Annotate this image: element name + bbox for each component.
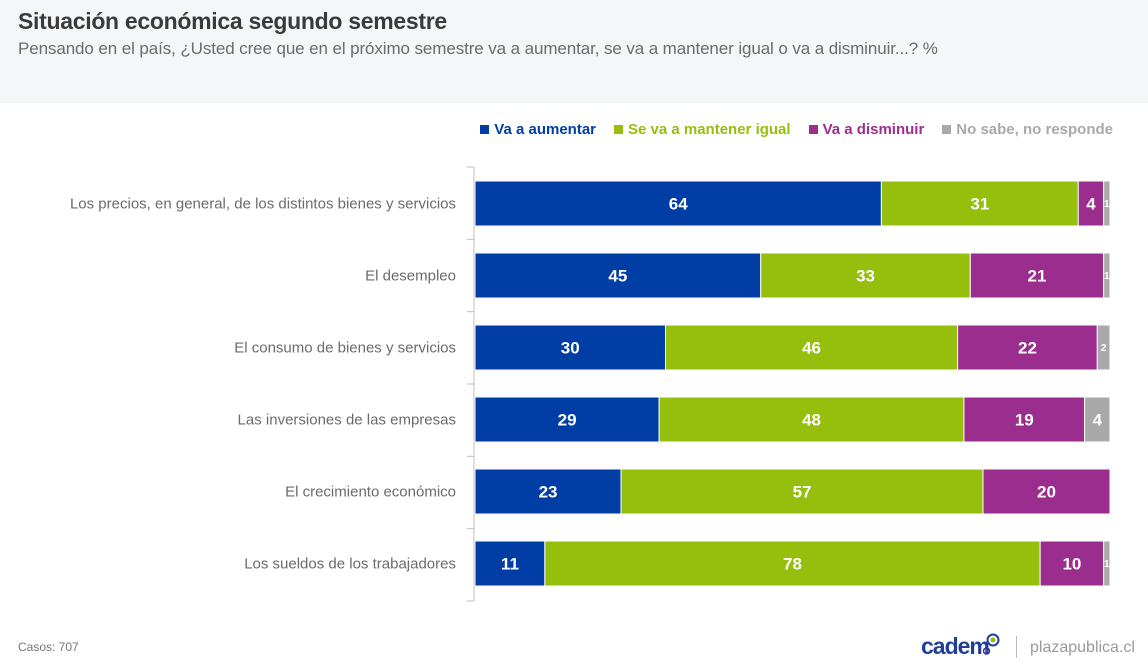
bar-segment: [665, 324, 959, 371]
data-label: 78: [783, 555, 802, 574]
data-label: 4: [1093, 411, 1103, 430]
cases-count: Casos: 707: [18, 640, 79, 654]
data-label: 45: [608, 267, 627, 286]
bar-segment: [982, 468, 1111, 515]
data-label: 64: [669, 195, 688, 214]
data-label: 31: [970, 195, 989, 214]
chart-subtitle: Pensando en el país, ¿Usted cree que en …: [18, 39, 938, 58]
data-label: 22: [1018, 339, 1037, 358]
category-label: Los precios, en general, de los distinto…: [70, 196, 456, 213]
legend-item: Se va a mantener igual: [614, 121, 791, 138]
bar-segment: [1096, 324, 1111, 371]
bar-segment: [880, 180, 1079, 227]
legend-label: Va a disminuir: [822, 121, 925, 138]
legend-swatch: [480, 125, 490, 134]
legend-item: No sabe, no responde: [942, 121, 1113, 138]
cadem-logo: cadem: [921, 633, 990, 659]
legend-swatch: [808, 125, 818, 134]
data-label: 20: [1037, 483, 1056, 502]
bar-segment: [1103, 540, 1111, 587]
data-label: 46: [802, 339, 821, 358]
footer-separator: [1016, 636, 1017, 658]
site-link[interactable]: plazapublica.cl: [1030, 639, 1135, 656]
legend-item: Va a aumentar: [480, 121, 596, 138]
data-label: 48: [802, 411, 821, 430]
bar-segment: [1077, 180, 1105, 227]
data-label: 2: [1101, 343, 1107, 354]
bar-segment: [620, 468, 984, 515]
bar-segment: [474, 324, 666, 371]
legend-label: No sabe, no responde: [956, 121, 1113, 138]
bar-segment: [544, 540, 1041, 587]
legend-swatch: [942, 125, 952, 134]
data-label: 11: [501, 555, 519, 574]
data-label: 1: [1104, 559, 1110, 570]
bar-segment: [1103, 252, 1111, 299]
legend-label: Va a aumentar: [494, 121, 596, 138]
bar-segment: [474, 252, 762, 299]
bar-segment: [1039, 540, 1105, 587]
data-label: 10: [1062, 555, 1081, 574]
bar-segment: [474, 180, 882, 227]
bar-segment: [760, 252, 971, 299]
chart-title: Situación económica segundo semestre: [18, 8, 447, 34]
bar-segment: [963, 396, 1086, 443]
data-label: 23: [539, 483, 558, 502]
data-label: 33: [856, 267, 875, 286]
header-band: Situación económica segundo semestre Pen…: [0, 0, 1148, 103]
data-label: 30: [561, 339, 580, 358]
data-label: 1: [1104, 199, 1110, 210]
bar-segment: [957, 324, 1098, 371]
category-label: Los sueldos de los trabajadores: [244, 556, 456, 573]
data-label: 1: [1104, 271, 1110, 282]
category-label: El consumo de bienes y servicios: [234, 340, 456, 357]
legend-swatch: [614, 125, 623, 134]
bar-segment: [1084, 396, 1111, 443]
category-label: El crecimiento económico: [285, 484, 456, 501]
bar-segment: [474, 468, 622, 515]
data-label: 29: [558, 411, 577, 430]
legend-label: Se va a mantener igual: [628, 121, 791, 138]
data-label: 19: [1015, 411, 1034, 430]
data-label: 21: [1028, 267, 1047, 286]
category-label: El desempleo: [365, 268, 456, 285]
legend: Va a aumentar Se va a mantener igual Va a …: [480, 121, 1113, 138]
data-label: 57: [793, 483, 812, 502]
bar-segment: [1103, 180, 1111, 227]
data-label: 4: [1086, 195, 1096, 214]
category-label: Las inversiones de las empresas: [238, 412, 456, 429]
legend-item: Va a disminuir: [808, 121, 925, 138]
cadem-logo-dots-icon: [983, 633, 1000, 655]
